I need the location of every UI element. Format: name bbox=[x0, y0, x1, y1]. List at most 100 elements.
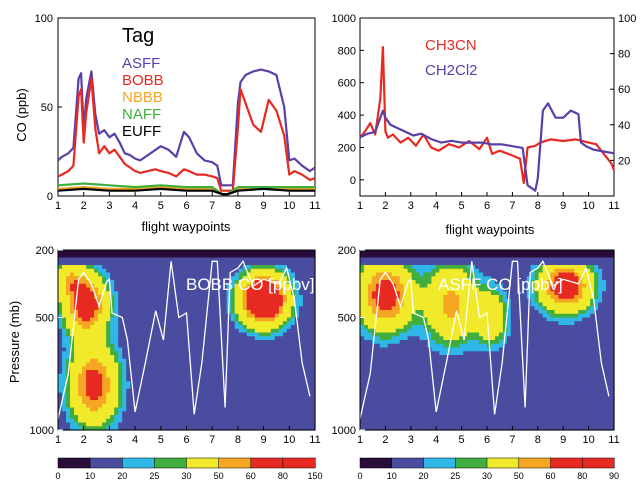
heatmap-cell bbox=[379, 287, 385, 292]
heatmap-cell bbox=[423, 253, 429, 259]
heatmap-cell bbox=[371, 295, 377, 300]
heatmap-cell bbox=[182, 265, 188, 270]
heatmap-cell bbox=[210, 313, 216, 319]
heatmap-cell bbox=[419, 366, 425, 371]
heatmap-cell bbox=[170, 347, 176, 352]
heatmap-cell bbox=[122, 317, 127, 322]
heatmap-cell bbox=[146, 253, 151, 259]
heatmap-cell bbox=[130, 283, 135, 289]
x-tick-label: 11 bbox=[309, 200, 320, 212]
heatmap-cell bbox=[142, 336, 147, 341]
heatmap-cell bbox=[82, 261, 87, 266]
heatmap-cell bbox=[367, 381, 373, 386]
heatmap-cell bbox=[306, 358, 312, 364]
heatmap-cell bbox=[455, 351, 460, 356]
heatmap-cell bbox=[371, 302, 377, 307]
heatmap-cell bbox=[82, 385, 87, 390]
heatmap-cell bbox=[194, 298, 200, 304]
heatmap-cell bbox=[395, 298, 401, 304]
heatmap-cell bbox=[423, 287, 429, 292]
heatmap-cell bbox=[419, 418, 425, 424]
heatmap-cell bbox=[90, 298, 95, 304]
heatmap-cell bbox=[58, 426, 63, 431]
heatmap-cell bbox=[471, 362, 476, 367]
heatmap-cell bbox=[190, 261, 196, 266]
heatmap-cell bbox=[270, 287, 276, 292]
heatmap-cell bbox=[174, 358, 180, 364]
heatmap-cell bbox=[274, 403, 280, 409]
heatmap-cell bbox=[214, 336, 220, 341]
heatmap-cell bbox=[98, 340, 103, 345]
heatmap-cell bbox=[423, 422, 429, 427]
heatmap-cell bbox=[158, 422, 164, 427]
heatmap-cell bbox=[118, 385, 123, 390]
heatmap-cell bbox=[286, 343, 292, 349]
heatmap-cell bbox=[387, 295, 393, 300]
heatmap-cell bbox=[86, 268, 91, 274]
heatmap-cell bbox=[146, 377, 151, 382]
heatmap-cell bbox=[391, 403, 397, 409]
heatmap-cell bbox=[258, 343, 264, 349]
heatmap-cell bbox=[262, 392, 268, 397]
heatmap-cell bbox=[483, 302, 488, 307]
heatmap-cell bbox=[166, 351, 172, 356]
heatmap-cell bbox=[471, 340, 476, 345]
heatmap-cell bbox=[383, 370, 389, 375]
heatmap-cell bbox=[363, 328, 369, 334]
heatmap-cell bbox=[439, 253, 444, 259]
heatmap-cell bbox=[467, 385, 472, 390]
heatmap-cell bbox=[90, 321, 95, 326]
heatmap-cell bbox=[90, 381, 95, 386]
heatmap-cell bbox=[310, 388, 316, 394]
heatmap-cell bbox=[190, 407, 196, 412]
heatmap-cell bbox=[399, 381, 405, 386]
heatmap-cell bbox=[467, 298, 472, 304]
heatmap-cell bbox=[146, 261, 151, 266]
heatmap-cell bbox=[367, 407, 373, 412]
heatmap-cell bbox=[146, 355, 151, 360]
heatmap-cell bbox=[62, 362, 67, 367]
heatmap-cell bbox=[246, 373, 252, 379]
heatmap-cell bbox=[90, 358, 95, 364]
heatmap-cell bbox=[391, 358, 397, 364]
heatmap-cell bbox=[74, 265, 79, 270]
heatmap-cell bbox=[194, 370, 200, 375]
heatmap-cell bbox=[190, 358, 196, 364]
heatmap-cell bbox=[102, 325, 107, 330]
heatmap-cell bbox=[262, 310, 268, 315]
heatmap-cell bbox=[234, 291, 240, 296]
legend-entry-ch3cn: CH3CN bbox=[425, 37, 477, 54]
heatmap-cell bbox=[94, 313, 99, 319]
heatmap-cell bbox=[467, 366, 472, 371]
heatmap-cell bbox=[62, 340, 67, 345]
x-tick-label: 10 bbox=[283, 200, 295, 212]
heatmap-cell bbox=[455, 358, 460, 364]
heatmap-cell bbox=[494, 362, 500, 367]
heatmap-cell bbox=[371, 415, 377, 420]
heatmap-cell bbox=[435, 283, 440, 289]
heatmap-cell bbox=[498, 388, 504, 394]
heatmap-cell bbox=[238, 381, 244, 386]
heatmap-cell bbox=[419, 351, 425, 356]
heatmap-cell bbox=[154, 336, 159, 341]
heatmap-cell bbox=[218, 370, 224, 375]
heatmap-cell bbox=[142, 343, 147, 349]
heatmap-cell bbox=[234, 370, 240, 375]
heatmap-cell bbox=[246, 396, 252, 401]
heatmap-cell bbox=[423, 385, 429, 390]
heatmap-cell bbox=[86, 418, 91, 424]
heatmap-cell bbox=[419, 253, 425, 259]
heatmap-cell bbox=[202, 268, 208, 274]
heatmap-cell bbox=[102, 317, 107, 322]
heatmap-cell bbox=[258, 325, 264, 330]
heatmap-cell bbox=[226, 373, 232, 379]
heatmap-cell bbox=[435, 272, 440, 277]
heatmap-cell bbox=[78, 313, 83, 319]
heatmap-cell bbox=[178, 422, 184, 427]
heatmap-cell bbox=[443, 340, 448, 345]
heatmap-cell bbox=[367, 328, 373, 334]
heatmap-cell bbox=[206, 306, 212, 311]
heatmap-cell bbox=[494, 403, 500, 409]
heatmap-cell bbox=[66, 310, 71, 315]
heatmap-cell bbox=[190, 310, 196, 315]
